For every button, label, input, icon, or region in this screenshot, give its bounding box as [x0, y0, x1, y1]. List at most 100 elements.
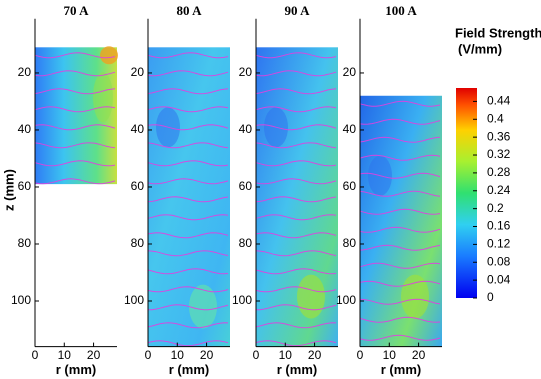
y-tick-label: 80: [18, 236, 32, 250]
streamline: [255, 52, 337, 59]
colorbar-tick-label: 0: [487, 290, 494, 304]
y-tick-label: 100: [124, 293, 144, 307]
streamline: [147, 52, 229, 59]
streamline: [359, 334, 441, 341]
x-tick-label: 0: [253, 348, 260, 362]
streamline: [34, 142, 116, 149]
streamline: [147, 286, 229, 293]
colorbar-tick-label: 0.12: [487, 237, 511, 251]
streamline: [255, 268, 337, 275]
colorbar-tick-label: 0.16: [487, 219, 511, 233]
streamline: [255, 232, 337, 239]
colorbar-scale: [456, 88, 477, 298]
field-spot: [297, 274, 325, 319]
x-axis-label: r (mm): [169, 362, 209, 377]
y-tick-label: 20: [18, 65, 32, 79]
y-tick-label: 80: [343, 236, 357, 250]
y-tick-label: 80: [239, 236, 253, 250]
field: [148, 47, 230, 347]
streamline: [34, 178, 116, 185]
streamline: [359, 100, 441, 107]
y-tick-label: 100: [336, 293, 356, 307]
x-tick-label: 10: [383, 348, 397, 362]
streamline: [255, 160, 337, 167]
y-tick-label: 40: [131, 122, 145, 136]
colorbar-tick-label: 0.24: [487, 183, 511, 197]
x-tick-label: 20: [412, 348, 426, 362]
colorbar-tick-label: 0.4: [487, 111, 504, 125]
y-tick-label: 100: [11, 293, 31, 307]
streamline: [255, 70, 337, 77]
panel-title: 90 A: [285, 3, 311, 18]
colorbar-tick-label: 0.08: [487, 254, 511, 268]
streamline: [34, 106, 116, 113]
streamline: [147, 322, 229, 329]
streamline: [147, 142, 229, 149]
y-tick-label: 20: [131, 65, 145, 79]
y-tick-label: 100: [232, 293, 252, 307]
streamline: [147, 178, 229, 185]
streamline: [147, 70, 229, 77]
streamline: [147, 340, 229, 347]
streamline: [255, 142, 337, 149]
streamline: [359, 316, 441, 323]
streamline: [359, 154, 441, 161]
streamline: [255, 178, 337, 185]
x-tick-label: 10: [171, 348, 185, 362]
y-tick-label: 60: [18, 179, 32, 193]
y-tick-label: 20: [343, 65, 357, 79]
y-tick-label: 60: [239, 179, 253, 193]
x-tick-label: 10: [58, 348, 72, 362]
streamline: [359, 208, 441, 215]
streamline: [359, 298, 441, 305]
streamline: [359, 136, 441, 143]
x-axis-label: r (mm): [56, 362, 96, 377]
streamline: [255, 340, 337, 347]
streamline: [255, 88, 337, 95]
streamline: [359, 226, 441, 233]
streamline: [255, 196, 337, 203]
x-tick-label: 0: [357, 348, 364, 362]
streamline: [359, 118, 441, 125]
streamline: [34, 88, 116, 95]
x-tick-label: 20: [87, 348, 101, 362]
streamline: [147, 214, 229, 221]
x-axis-label: r (mm): [277, 362, 317, 377]
y-tick-label: 40: [343, 122, 357, 136]
streamline: [147, 304, 229, 311]
x-tick-label: 20: [308, 348, 322, 362]
streamline: [359, 262, 441, 269]
x-tick-label: 10: [279, 348, 293, 362]
y-tick-label: 80: [131, 236, 145, 250]
streamline: [255, 322, 337, 329]
streamline: [359, 172, 441, 179]
streamline: [147, 160, 229, 167]
colorbar-tick-label: 0.28: [487, 165, 511, 179]
streamline: [147, 250, 229, 257]
y-tick-label: 60: [131, 179, 145, 193]
field-spot: [93, 72, 113, 123]
colorbar-tick-label: 0.04: [487, 272, 511, 286]
streamline: [34, 160, 116, 167]
streamline: [255, 286, 337, 293]
streamline: [359, 190, 441, 197]
colorbar: Field Strength (V/mm) 0 0.04 0.08 0.12 0.16 0…: [455, 25, 541, 304]
colorbar-tick-label: 0.36: [487, 129, 511, 143]
field-spot: [100, 46, 118, 65]
streamline: [147, 268, 229, 275]
streamline: [359, 280, 441, 287]
panel-title: 70 A: [64, 3, 90, 18]
x-tick-label: 20: [200, 348, 214, 362]
field-spot: [401, 274, 429, 319]
field: [360, 95, 442, 347]
streamline: [255, 124, 337, 131]
y-tick-label: 40: [18, 122, 32, 136]
streamline: [34, 52, 116, 59]
streamline: [255, 304, 337, 311]
x-tick-label: 0: [145, 348, 152, 362]
streamline: [34, 70, 116, 77]
panel-title: 80 A: [177, 3, 203, 18]
